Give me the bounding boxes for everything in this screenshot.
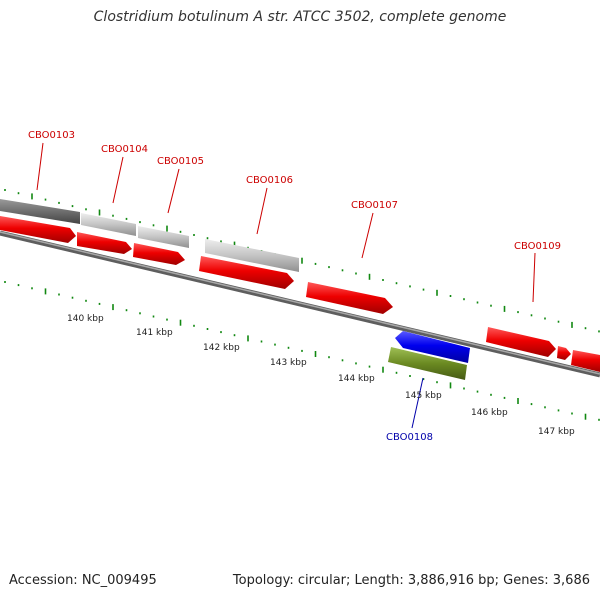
- gene-label-cbo0107[interactable]: CBO0107: [351, 200, 398, 259]
- svg-text:CBO0105: CBO0105: [157, 156, 204, 167]
- svg-text:CBO0108: CBO0108: [386, 432, 433, 443]
- kbp-label: 146 kbp: [471, 408, 508, 418]
- svg-text:CBO0106: CBO0106: [246, 175, 293, 186]
- cds-arrow-cbo0103[interactable]: [0, 216, 76, 243]
- gene-label-cbo0109[interactable]: CBO0109: [514, 241, 561, 303]
- svg-text:CBO0109: CBO0109: [514, 241, 561, 252]
- gene-label-cbo0105[interactable]: CBO0105: [157, 156, 204, 214]
- accession-text: Accession: NC_009495: [9, 573, 157, 588]
- svg-text:CBO0107: CBO0107: [351, 200, 398, 211]
- kbp-label: 143 kbp: [270, 358, 307, 368]
- gene-feature-cbo0104-grey[interactable]: [81, 213, 136, 236]
- kbp-label: 142 kbp: [203, 343, 240, 353]
- gene-label-cbo0103[interactable]: CBO0103: [28, 130, 75, 191]
- gene-label-cbo0108[interactable]: CBO0108: [386, 377, 433, 443]
- cds-arrow-cbo0105[interactable]: [133, 243, 185, 265]
- genome-summary-text: Topology: circular; Length: 3,886,916 bp…: [232, 573, 590, 588]
- cds-arrow-cbo0106[interactable]: [199, 256, 294, 289]
- genome-backbone: [0, 230, 600, 378]
- svg-text:CBO0104: CBO0104: [101, 144, 148, 155]
- cds-arrow-edge[interactable]: [571, 350, 600, 372]
- cds-arrow-cbo0108[interactable]: [395, 331, 470, 363]
- kbp-label: 140 kbp: [67, 314, 104, 324]
- inner-tick-row: [4, 281, 600, 421]
- kbp-label: 145 kbp: [405, 391, 442, 401]
- page-title: Clostridium botulinum A str. ATCC 3502, …: [93, 9, 507, 25]
- gene-label-cbo0106[interactable]: CBO0106: [246, 175, 293, 235]
- kbp-label: 144 kbp: [338, 374, 375, 384]
- gene-feature-grey-dark[interactable]: [0, 199, 80, 224]
- cds-arrow-small[interactable]: [557, 346, 571, 360]
- kbp-label: 147 kbp: [538, 427, 575, 437]
- gene-feature-cbo0108-olive[interactable]: [388, 347, 467, 380]
- kbp-label: 141 kbp: [136, 328, 173, 338]
- svg-text:CBO0103: CBO0103: [28, 130, 75, 141]
- gene-feature-cbo0105-grey[interactable]: [138, 226, 189, 248]
- gene-feature-cbo0106-grey[interactable]: [205, 239, 299, 272]
- outer-tick-row: [4, 189, 600, 333]
- gene-label-cbo0104[interactable]: CBO0104: [101, 144, 148, 204]
- cds-arrow-cbo0104[interactable]: [77, 232, 132, 254]
- cds-arrow-cbo0109[interactable]: [486, 327, 556, 357]
- cds-arrow-cbo0107[interactable]: [306, 282, 393, 314]
